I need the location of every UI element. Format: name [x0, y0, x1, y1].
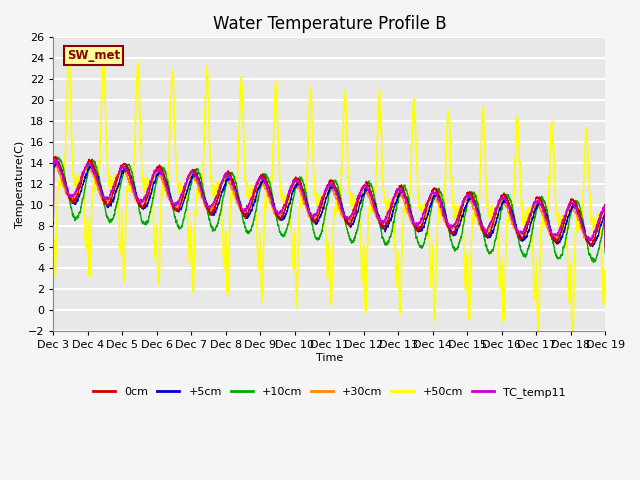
Legend: 0cm, +5cm, +10cm, +30cm, +50cm, TC_temp11: 0cm, +5cm, +10cm, +30cm, +50cm, TC_temp1… [89, 383, 570, 402]
Text: SW_met: SW_met [67, 49, 120, 62]
X-axis label: Time: Time [316, 353, 343, 363]
Title: Water Temperature Profile B: Water Temperature Profile B [212, 15, 446, 33]
Y-axis label: Temperature(C): Temperature(C) [15, 141, 25, 228]
